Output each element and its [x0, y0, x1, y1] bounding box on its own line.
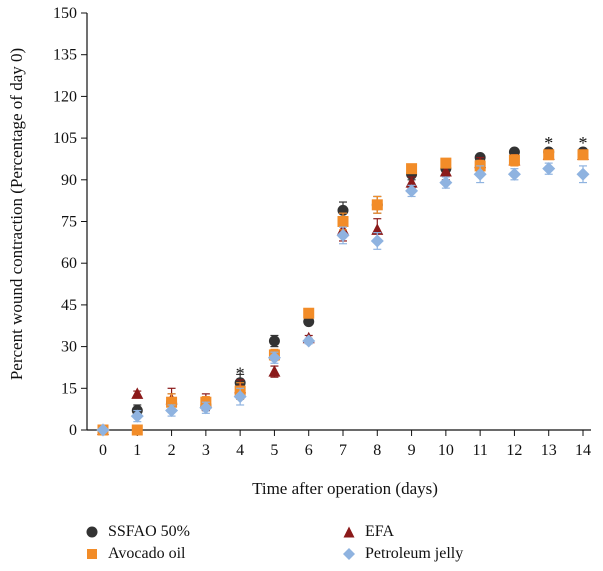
series-2-point	[406, 163, 418, 175]
circle-marker-icon	[86, 526, 98, 538]
legend-label: SSFAO 50%	[108, 523, 190, 540]
series-1-point	[268, 365, 281, 377]
x-tick-label: 4	[236, 442, 244, 459]
legend-label: Avocado oil	[108, 545, 186, 562]
x-tick-label: 13	[541, 442, 557, 459]
series-2-point	[371, 199, 383, 211]
y-tick-label: 30	[61, 339, 77, 356]
x-axis-label: Time after operation (days)	[252, 479, 438, 498]
x-tick-label: 2	[168, 442, 176, 459]
series-3-point	[233, 390, 247, 404]
diamond-marker-icon	[343, 548, 355, 560]
series-3-point	[405, 184, 419, 198]
y-tick-label: 45	[61, 297, 77, 314]
y-tick-label: 60	[61, 255, 77, 272]
series-3-point	[370, 234, 384, 248]
y-tick-label: 135	[53, 47, 77, 64]
legend-item-0: SSFAO 50%	[86, 522, 190, 542]
series-3-point	[267, 351, 281, 365]
y-tick-label: 0	[69, 422, 77, 439]
series-3-point	[576, 167, 590, 181]
x-tick-label: 11	[472, 442, 487, 459]
series-3-point	[199, 401, 213, 415]
series-1-point	[405, 176, 418, 188]
series-0-point	[268, 335, 280, 347]
series-3-point	[336, 228, 350, 242]
series-3-point	[302, 334, 316, 348]
significance-marker: *	[236, 364, 245, 384]
y-tick-label: 90	[61, 172, 77, 189]
x-tick-label: 5	[270, 442, 278, 459]
series-3-point	[542, 162, 556, 176]
legend: SSFAO 50% Avocado oil EFA Petroleum jell…	[0, 516, 603, 571]
y-tick-label: 15	[61, 380, 77, 397]
series-0-point	[303, 316, 315, 328]
x-tick-label: 8	[373, 442, 381, 459]
series-3-point	[439, 176, 453, 190]
series-3-point	[165, 404, 179, 418]
series-3-point	[473, 167, 487, 181]
data-marks: * * *	[96, 133, 590, 437]
series-3-point	[130, 409, 144, 423]
y-axis-label: Percent wound contraction (Percentage of…	[7, 48, 26, 380]
legend-item-3: Petroleum jelly	[343, 544, 463, 564]
x-tick-label: 1	[133, 442, 141, 459]
series-2-point	[131, 424, 143, 436]
x-tick-label: 9	[408, 442, 416, 459]
series-2-point	[337, 216, 349, 227]
x-tick-label: 6	[305, 442, 313, 459]
y-tick-label: 75	[61, 214, 77, 231]
triangle-marker-icon	[343, 526, 355, 538]
series-2-point	[543, 149, 555, 161]
legend-label: Petroleum jelly	[365, 545, 464, 562]
series-2-point	[166, 396, 178, 408]
square-marker-icon	[87, 549, 97, 559]
series-3-point	[507, 167, 521, 181]
significance-marker: *	[579, 133, 588, 153]
series-3-point	[96, 423, 110, 437]
legend-item-2: EFA	[343, 522, 394, 542]
series-2-point	[440, 157, 452, 169]
y-tick-label: 120	[53, 88, 77, 105]
series-2-point	[508, 154, 520, 166]
x-tick-label: 14	[575, 442, 591, 459]
series-1-point	[131, 387, 144, 399]
series-2-point	[577, 149, 589, 161]
x-tick-label: 3	[202, 442, 210, 459]
series-1-point	[371, 223, 384, 235]
y-tick-label: 105	[53, 130, 77, 147]
legend-item-1: Avocado oil	[86, 544, 185, 564]
x-tick-label: 7	[339, 442, 347, 459]
series-2-point	[303, 307, 315, 319]
x-tick-label: 10	[438, 442, 454, 459]
legend-label: EFA	[365, 523, 395, 540]
x-tick-label: 0	[99, 442, 107, 459]
significance-marker: *	[544, 133, 553, 153]
y-tick-label: 150	[53, 5, 77, 22]
x-tick-label: 12	[506, 442, 522, 459]
series-1-point	[439, 164, 452, 177]
